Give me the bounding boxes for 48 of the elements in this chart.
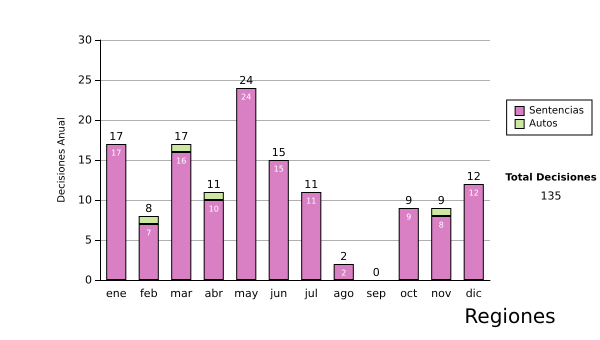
total-label: 8 xyxy=(145,202,152,215)
data-label: 11 xyxy=(306,196,316,206)
text: Regiones xyxy=(464,304,556,328)
y-tick-label: 20 xyxy=(78,114,92,126)
data-label: 9 xyxy=(406,212,412,222)
y-tick-label: 0 xyxy=(85,274,92,286)
text: Total Decisiones xyxy=(505,172,597,184)
total-label: 9 xyxy=(438,194,445,207)
x-tick-label: may xyxy=(234,287,259,300)
x-tick-label: nov xyxy=(431,287,452,300)
x-tick-label: jun xyxy=(269,287,288,300)
data-label: 7 xyxy=(146,228,152,238)
total-label: 0 xyxy=(372,266,380,279)
text: 135 xyxy=(540,190,562,202)
y-tick-label: 30 xyxy=(78,34,92,46)
total-label: 12 xyxy=(466,170,481,183)
y-tick-label: 5 xyxy=(85,234,92,246)
data-label: 16 xyxy=(176,156,186,166)
data-label: 24 xyxy=(241,92,252,102)
data-label: 17 xyxy=(111,148,122,158)
total-label: 17 xyxy=(109,130,124,143)
y-tick-label: 15 xyxy=(78,154,92,166)
y-axis-title: Decisiones Anual xyxy=(56,117,68,203)
legend-label: Autos xyxy=(529,118,558,130)
x-tick-label: jul xyxy=(304,287,318,300)
total-label: 15 xyxy=(272,146,286,159)
data-label: 2 xyxy=(341,268,346,278)
y-tick-label: 10 xyxy=(78,194,92,206)
x-tick-label: dic xyxy=(466,287,482,300)
total-label: 9 xyxy=(405,194,412,207)
x-tick-label: ago xyxy=(334,287,354,300)
y-tick-label: 25 xyxy=(78,74,92,86)
x-tick-label: oct xyxy=(400,287,418,300)
x-tick-label: abr xyxy=(204,287,224,300)
x-tick-label: ene xyxy=(106,287,127,300)
total-label: 11 xyxy=(206,178,221,191)
x-tick-label: sep xyxy=(366,287,386,300)
data-label: 8 xyxy=(438,220,444,230)
x-tick-label: mar xyxy=(170,287,193,300)
total-label: 2 xyxy=(340,250,348,263)
total-label: 24 xyxy=(239,74,254,87)
data-label: 10 xyxy=(208,204,219,214)
data-label: 15 xyxy=(274,164,284,174)
legend-label: Sentencias xyxy=(529,106,584,116)
total-label: 11 xyxy=(304,178,318,191)
data-label: 12 xyxy=(468,188,479,198)
x-tick-label: feb xyxy=(140,287,158,300)
total-label: 17 xyxy=(174,130,188,143)
